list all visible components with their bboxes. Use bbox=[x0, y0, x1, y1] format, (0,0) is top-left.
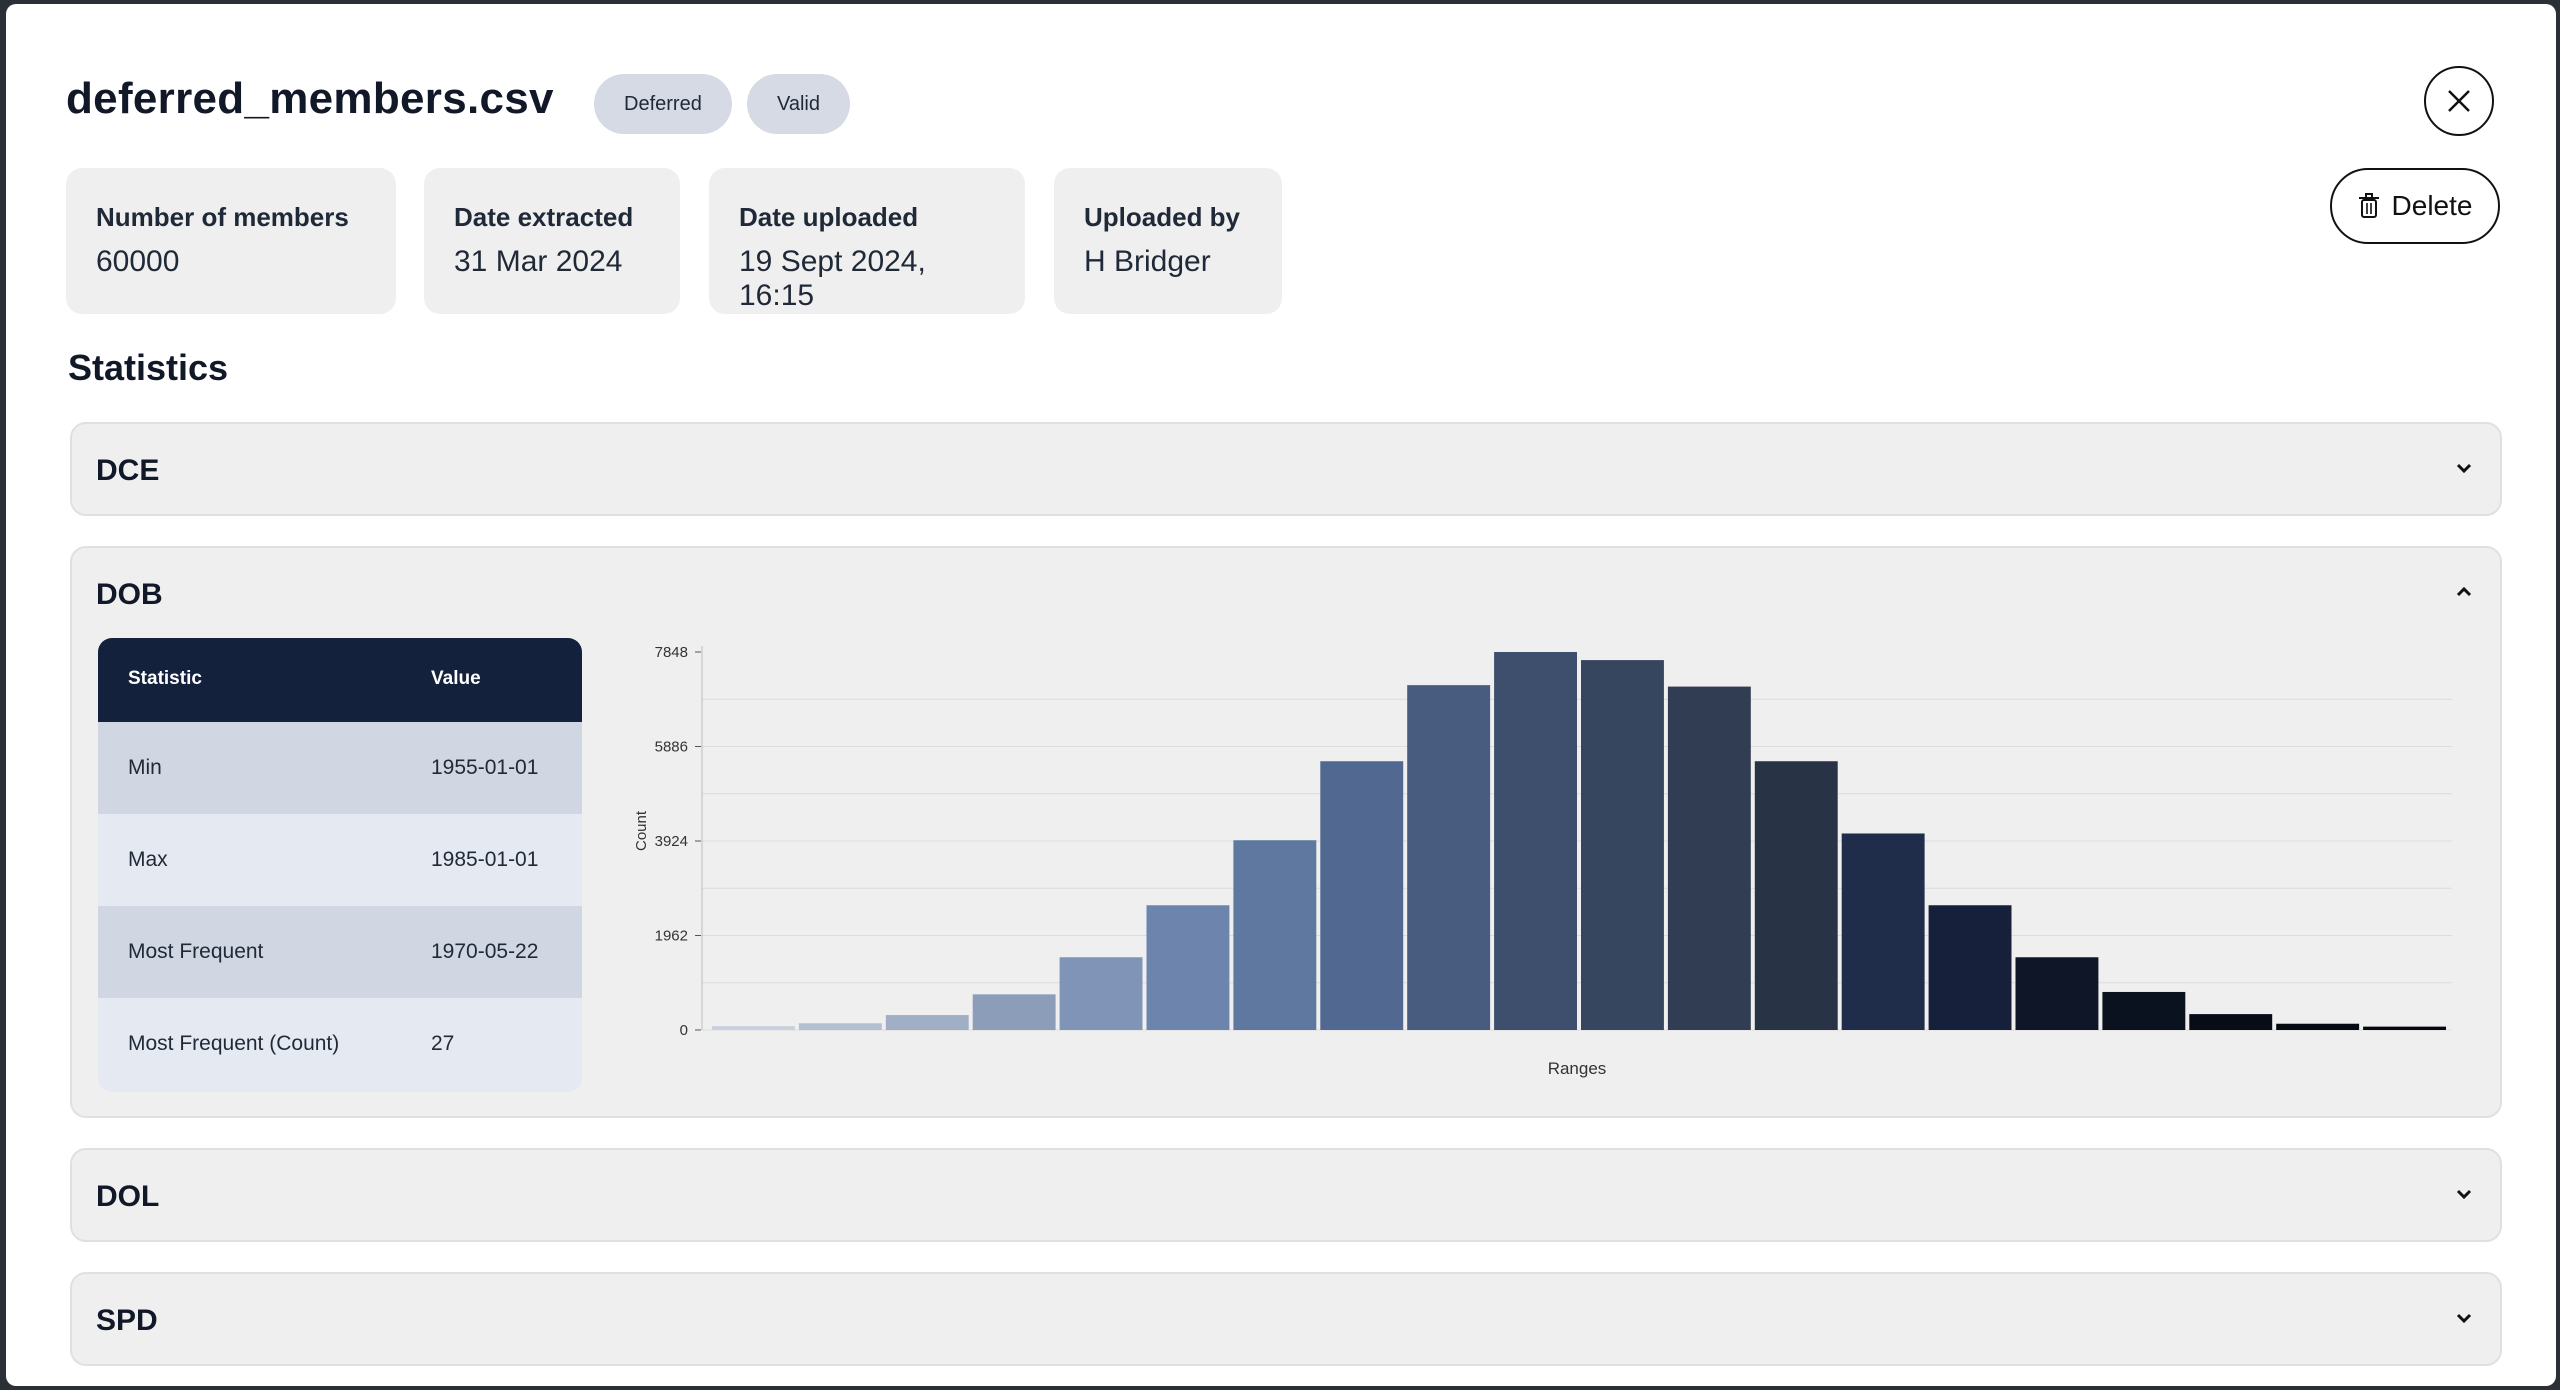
column-header-statistic: Statistic bbox=[128, 668, 202, 689]
accordion-header-dol[interactable]: DOL bbox=[72, 1150, 2500, 1242]
histogram-bar bbox=[2189, 1014, 2273, 1030]
accordion-title: DOL bbox=[96, 1180, 160, 1213]
cell-value: 1970-05-22 bbox=[431, 940, 539, 963]
cell-statistic: Max bbox=[128, 848, 168, 871]
histogram-bar bbox=[1407, 685, 1491, 1030]
histogram-bar bbox=[1233, 840, 1317, 1030]
column-header-value: Value bbox=[431, 668, 481, 689]
histogram-bar bbox=[1320, 761, 1404, 1030]
info-label: Date extracted bbox=[454, 202, 634, 232]
dob-histogram-svg: 0 1962 3924 5886 7848 Ranges Count bbox=[633, 644, 2452, 1078]
statistics-heading: Statistics bbox=[68, 347, 229, 388]
dob-statistics-table: Statistic Value Min 1955-01-01 Max 1985-… bbox=[98, 638, 582, 1092]
info-label: Number of members bbox=[96, 202, 349, 232]
cell-statistic: Most Frequent bbox=[128, 940, 264, 963]
accordion-dob: DOB Statistic Value Min 1955-01-01 Max 1… bbox=[70, 546, 2502, 1118]
status-badge-valid: Valid bbox=[747, 74, 850, 134]
info-card-members: Number of members 60000 bbox=[66, 168, 396, 314]
table-row: Most Frequent 1970-05-22 bbox=[98, 906, 582, 998]
cell-value: 27 bbox=[431, 1032, 455, 1055]
table-row: Max 1985-01-01 bbox=[98, 814, 582, 906]
chevron-down-icon bbox=[2456, 1189, 2472, 1200]
histogram-bar bbox=[972, 994, 1056, 1030]
y-tick-label: 0 bbox=[680, 1022, 688, 1039]
accordion-title: SPD bbox=[96, 1304, 158, 1337]
x-axis-label: Ranges bbox=[1548, 1059, 1607, 1078]
accordion-header-dob[interactable]: DOB bbox=[72, 548, 2500, 640]
info-card-date-uploaded: Date uploaded 19 Sept 2024, 16:15 bbox=[709, 168, 1025, 314]
histogram-bar bbox=[1494, 652, 1577, 1030]
histogram-bar bbox=[1146, 905, 1230, 1030]
info-label: Uploaded by bbox=[1084, 202, 1241, 232]
histogram-bar bbox=[1667, 686, 1751, 1030]
info-value: 60000 bbox=[96, 245, 180, 278]
accordion-dol: DOL bbox=[70, 1148, 2502, 1242]
chevron-down-icon bbox=[2456, 463, 2472, 474]
histogram-bar bbox=[2276, 1023, 2360, 1030]
close-icon bbox=[2448, 90, 2470, 112]
histogram-bar bbox=[1754, 761, 1838, 1030]
cell-value: 1985-01-01 bbox=[431, 848, 539, 871]
table-row: Most Frequent (Count) 27 bbox=[98, 998, 582, 1090]
trash-icon bbox=[2358, 193, 2379, 218]
dob-histogram: 0 1962 3924 5886 7848 Ranges Count bbox=[622, 638, 2472, 1098]
chevron-up-icon bbox=[2456, 586, 2472, 597]
delete-label: Delete bbox=[2391, 190, 2473, 221]
y-tick-label: 1962 bbox=[655, 928, 688, 945]
info-card-uploaded-by: Uploaded by H Bridger bbox=[1054, 168, 1282, 314]
histogram-bar bbox=[885, 1015, 969, 1030]
table-header: Statistic Value bbox=[98, 638, 582, 722]
file-name-title: deferred_members.csv bbox=[66, 74, 554, 123]
info-value: H Bridger bbox=[1084, 245, 1211, 278]
histogram-bar bbox=[798, 1023, 882, 1030]
status-badge-deferred: Deferred bbox=[594, 74, 732, 134]
chevron-down-icon bbox=[2456, 1313, 2472, 1324]
histogram-bar bbox=[1928, 905, 2012, 1030]
info-value: 19 Sept 2024, 16:15 bbox=[739, 245, 926, 312]
accordion-title: DOB bbox=[96, 578, 163, 611]
accordion-spd: SPD bbox=[70, 1272, 2502, 1366]
accordion-dce: DCE bbox=[70, 422, 2502, 516]
accordion-header-dce[interactable]: DCE bbox=[72, 424, 2500, 516]
accordion-header-spd[interactable]: SPD bbox=[72, 1274, 2500, 1366]
histogram-bar bbox=[2015, 957, 2099, 1030]
cell-statistic: Min bbox=[128, 756, 162, 779]
delete-button[interactable]: Delete bbox=[2330, 168, 2500, 244]
info-value: 31 Mar 2024 bbox=[454, 245, 623, 278]
histogram-bar bbox=[1581, 660, 1664, 1030]
y-tick-label: 7848 bbox=[655, 644, 688, 661]
y-tick-label: 5886 bbox=[655, 739, 688, 756]
accordion-title: DCE bbox=[96, 454, 160, 487]
close-button[interactable] bbox=[2424, 66, 2494, 136]
info-label: Date uploaded bbox=[739, 202, 919, 232]
table-row: Min 1955-01-01 bbox=[98, 722, 582, 814]
y-tick-label: 3924 bbox=[655, 833, 688, 850]
histogram-bar bbox=[2102, 991, 2186, 1030]
histogram-bar bbox=[712, 1026, 795, 1030]
y-axis-label: Count bbox=[633, 810, 650, 851]
cell-value: 1955-01-01 bbox=[431, 756, 539, 779]
cell-statistic: Most Frequent (Count) bbox=[128, 1032, 340, 1055]
file-detail-modal: deferred_members.csv Deferred Valid Numb… bbox=[6, 4, 2556, 1386]
histogram-bar bbox=[1059, 957, 1143, 1030]
histogram-bar bbox=[2363, 1026, 2446, 1030]
info-card-date-extracted: Date extracted 31 Mar 2024 bbox=[424, 168, 680, 314]
histogram-bar bbox=[1841, 833, 1925, 1030]
